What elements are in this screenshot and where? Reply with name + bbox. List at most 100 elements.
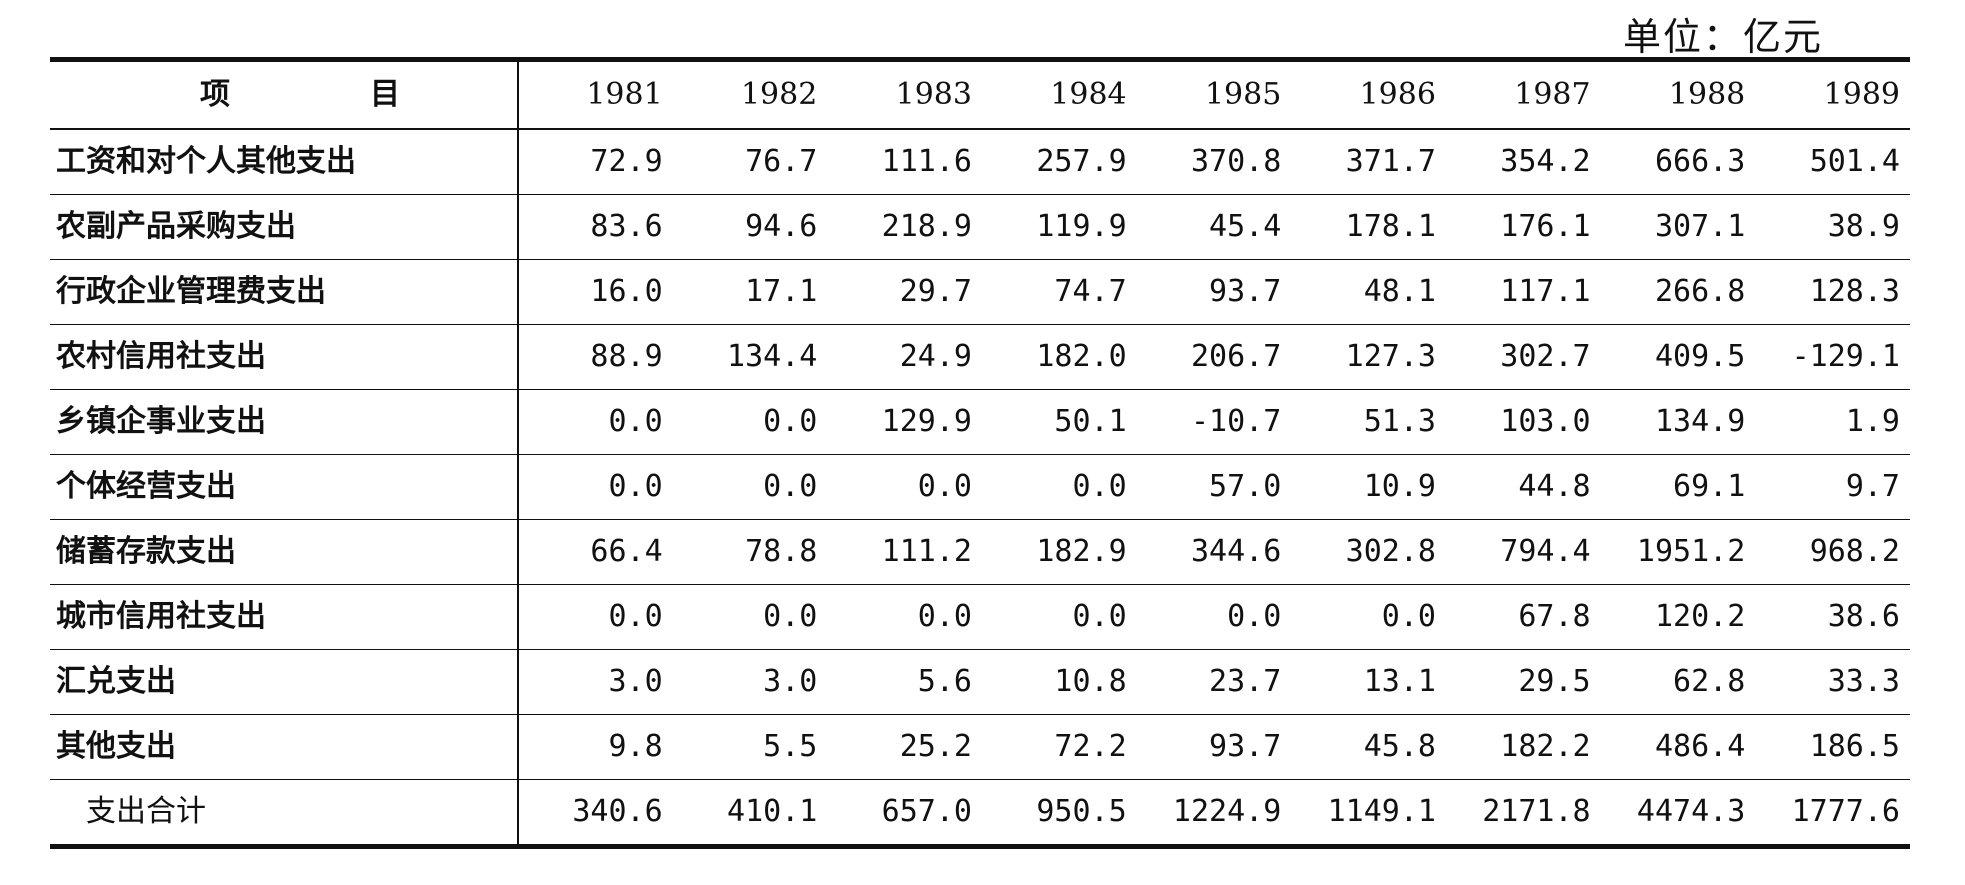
value-cell: 128.3 <box>1755 259 1910 325</box>
value-cell: 186.5 <box>1755 714 1910 780</box>
row-label: 其他支出 <box>50 714 520 780</box>
value-cell: 3.0 <box>518 649 673 715</box>
value-cell: 666.3 <box>1654 144 1746 179</box>
value-cell: 24.9 <box>827 324 982 390</box>
table-row: 行政企业管理费支出 16.0 17.1 29.7 74.7 93.7 48.1 117.1 26… <box>50 259 1910 325</box>
value-cell: 968.2 <box>1755 519 1910 585</box>
value-cell: 129.9 <box>827 389 982 455</box>
total-value-cell: 657.0 <box>827 779 982 844</box>
value-cell: 0.0 <box>827 454 982 520</box>
value-cell: 119.9 <box>981 194 1137 260</box>
header-item-label: 项目 <box>50 62 520 128</box>
year-header: 1981 <box>586 77 663 112</box>
row-label: 储蓄存款支出 <box>50 519 520 585</box>
table-row: 城市信用社支出 0.0 0.0 0.0 0.0 0.0 0.0 67.8 120.2 38.6 <box>50 584 1910 650</box>
value-cell: 0.0 <box>827 584 982 650</box>
value-cell: 302.8 <box>1291 519 1446 585</box>
value-cell: 38.6 <box>1755 584 1910 650</box>
total-value-cell: 2171.8 <box>1445 779 1601 844</box>
row-label: 汇兑支出 <box>50 649 520 715</box>
row-label: 农副产品采购支出 <box>50 194 520 260</box>
value-cell: 1.9 <box>1755 389 1910 455</box>
value-cell: 794.4 <box>1445 519 1601 585</box>
value-cell: 307.1 <box>1600 194 1756 260</box>
table-row: 农副产品采购支出 83.6 94.6 218.9 119.9 45.4 178.1 176.1… <box>50 194 1910 260</box>
value-cell: 10.8 <box>981 649 1137 715</box>
total-value-cell: 1777.6 <box>1755 779 1910 844</box>
value-cell: 0.0 <box>518 584 673 650</box>
year-header: 1989 <box>1823 77 1900 112</box>
value-cell: 120.2 <box>1600 584 1756 650</box>
value-cell: -10.7 <box>1136 389 1292 455</box>
value-cell: 88.9 <box>518 324 673 390</box>
value-cell: 9.7 <box>1755 454 1910 520</box>
year-header: 1984 <box>1050 77 1127 112</box>
table-row: 个体经营支出 0.0 0.0 0.0 0.0 57.0 10.9 44.8 69.1 9.7 <box>50 454 1910 520</box>
value-cell: 0.0 <box>1291 584 1446 650</box>
value-cell: 25.2 <box>827 714 982 780</box>
value-cell: 182.0 <box>981 324 1137 390</box>
value-cell: 13.1 <box>1291 649 1446 715</box>
value-cell: 134.4 <box>672 324 828 390</box>
value-cell: 178.1 <box>1291 194 1446 260</box>
total-value-cell: 410.1 <box>672 779 828 844</box>
value-cell: 45.8 <box>1291 714 1446 780</box>
value-cell: 66.4 <box>518 519 673 585</box>
header-item-char-2: 目 <box>370 77 400 112</box>
value-cell: 48.1 <box>1291 259 1446 325</box>
table-row: 其他支出 9.8 5.5 25.2 72.2 93.7 45.8 182.2 486.4 186.… <box>50 714 1910 780</box>
year-header: 1987 <box>1514 77 1591 112</box>
value-cell: 501.4 <box>1809 144 1900 179</box>
value-cell: 257.9 <box>1036 144 1127 179</box>
year-header: 1983 <box>895 77 972 112</box>
value-cell: 0.0 <box>518 389 673 455</box>
year-header: 1982 <box>740 77 818 112</box>
value-cell: 29.7 <box>827 259 982 325</box>
total-value-cell: 340.6 <box>518 779 673 844</box>
table-row: 农村信用社支出 88.9 134.4 24.9 182.0 206.7 127.3 302.7… <box>50 324 1910 390</box>
value-cell: 111.2 <box>827 519 982 585</box>
value-cell: 117.1 <box>1445 259 1601 325</box>
value-cell: 182.9 <box>981 519 1137 585</box>
row-label: 个体经营支出 <box>50 454 520 520</box>
header-item-char-1: 项 <box>200 77 230 112</box>
data-body-table: 工资和对个人其他支出 72.9 76.7 111.6 257.9 370.8 371.7 35… <box>50 130 1910 844</box>
year-header: 1988 <box>1668 77 1746 112</box>
value-cell: 103.0 <box>1445 389 1601 455</box>
value-cell: 16.0 <box>518 259 673 325</box>
value-cell: 266.8 <box>1600 259 1756 325</box>
row-label: 乡镇企事业支出 <box>50 389 520 455</box>
table-row: 储蓄存款支出 66.4 78.8 111.2 182.9 344.6 302.8 794.4 1… <box>50 519 1910 585</box>
value-cell: 9.8 <box>518 714 673 780</box>
row-label: 城市信用社支出 <box>50 584 520 650</box>
year-header: 1985 <box>1204 77 1282 112</box>
value-cell: 74.7 <box>981 259 1137 325</box>
value-cell: 57.0 <box>1136 454 1292 520</box>
row-label: 农村信用社支出 <box>50 324 520 390</box>
value-cell: -129.1 <box>1755 324 1910 390</box>
value-cell: 0.0 <box>518 454 673 520</box>
row-label: 行政企业管理费支出 <box>50 259 520 325</box>
total-value-cell: 4474.3 <box>1600 779 1756 844</box>
table-top-rule <box>50 57 1910 62</box>
total-value-cell: 950.5 <box>981 779 1137 844</box>
value-cell: 10.9 <box>1291 454 1446 520</box>
table-bottom-rule <box>50 844 1910 849</box>
value-cell: 50.1 <box>981 389 1137 455</box>
value-cell: 354.2 <box>1500 144 1591 179</box>
value-cell: 17.1 <box>672 259 828 325</box>
value-cell: 370.8 <box>1190 144 1282 179</box>
value-cell: 78.8 <box>672 519 828 585</box>
value-cell: 0.0 <box>672 389 828 455</box>
total-value-cell: 1224.9 <box>1136 779 1292 844</box>
value-cell: 134.9 <box>1600 389 1756 455</box>
table-row: 乡镇企事业支出 0.0 0.0 129.9 50.1 -10.7 51.3 103.0 134.… <box>50 389 1910 455</box>
value-cell: 83.6 <box>518 194 673 260</box>
table-row: 汇兑支出 3.0 3.0 5.6 10.8 23.7 13.1 29.5 62.8 33.3 <box>50 649 1910 715</box>
year-header: 1986 <box>1359 77 1436 112</box>
header-rule <box>50 128 1910 130</box>
value-cell: 206.7 <box>1136 324 1292 390</box>
value-cell: 218.9 <box>827 194 982 260</box>
value-cell: 38.9 <box>1755 194 1910 260</box>
value-cell: 111.6 <box>881 144 972 179</box>
